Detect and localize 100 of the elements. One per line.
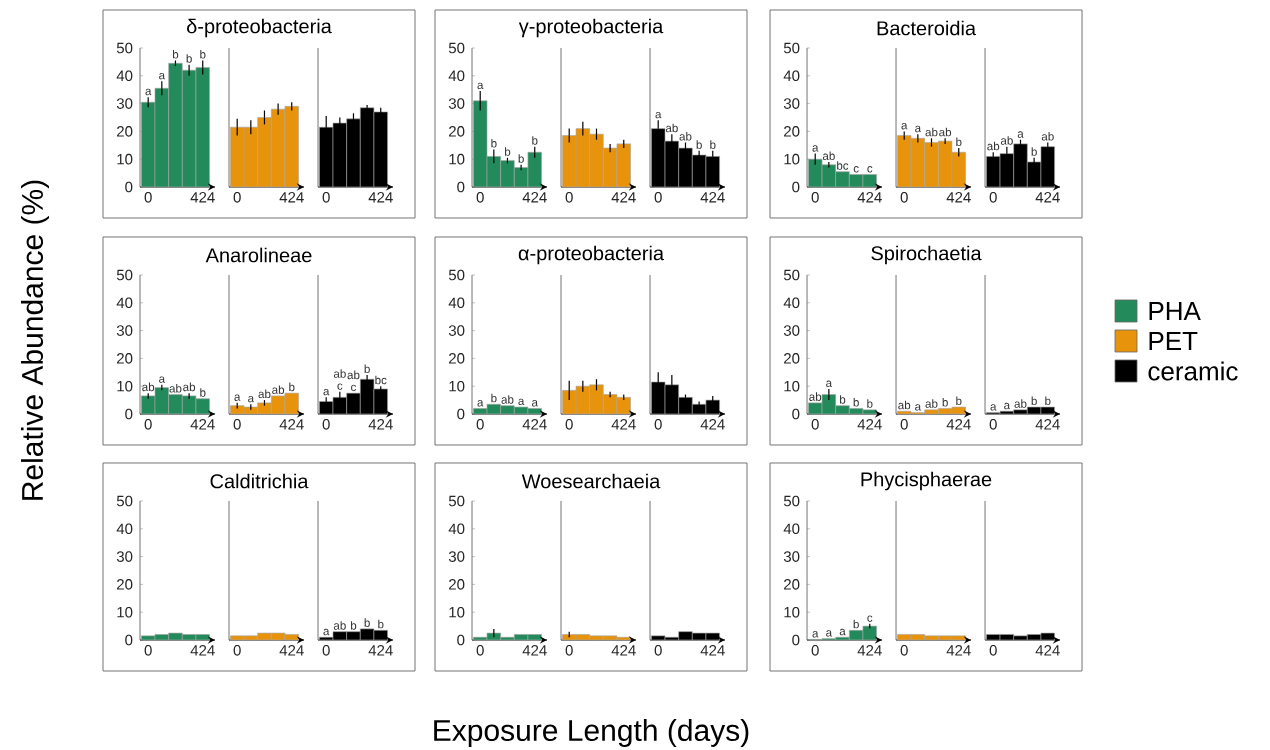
y-tick-label: 10 [449,606,465,618]
x-tick-label: 0 [989,192,997,203]
y-tick-label: 40 [783,70,800,82]
y-tick-label: 20 [449,126,465,137]
y-tick-label: 40 [448,70,465,82]
data-label: b [518,154,524,163]
y-tick-label: 0 [125,634,133,646]
x-tick-label: 424 [522,645,547,656]
y-tick-label: 10 [117,606,133,618]
data-label: a [839,628,846,636]
legend-label: PET [1149,332,1198,350]
chart-title: Phycisphaerae [861,471,992,491]
x-tick-label: 0 [144,192,152,203]
data-label: c [867,615,873,622]
chart-title: γ-proteobacteria [518,18,664,38]
y-tick-label: 40 [783,297,800,309]
y-tick-label: 40 [448,297,465,309]
data-label: b [505,147,511,156]
chart-title: Spirochaetia [871,245,982,265]
data-label: ab [258,389,271,399]
x-tick-label: 0 [654,645,662,656]
data-label: a [812,631,819,638]
y-tick-label: 30 [116,98,133,109]
y-tick-label: 10 [117,380,133,392]
y-tick-label: 40 [783,523,800,535]
data-label: b [853,397,859,407]
data-label: b [200,388,206,397]
x-tick-label: 0 [476,645,484,656]
data-label: a [915,125,922,133]
y-tick-label: 30 [448,551,465,562]
data-label: ab [822,151,835,160]
data-label: ab [1000,136,1013,145]
data-label: b [491,138,497,148]
x-tick-label: 424 [700,192,725,203]
data-label: b [172,49,179,59]
data-label: a [1017,131,1024,138]
data-label: a [323,388,330,396]
x-tick-label: 424 [611,192,636,203]
data-label: b [867,399,873,408]
data-label: b [853,619,859,629]
y-tick-label: 50 [783,42,800,54]
x-tick-label: 0 [565,419,573,430]
y-tick-label: 10 [784,153,800,165]
y-tick-label: 40 [448,523,465,535]
legend-label: ceramic [1148,361,1238,381]
y-tick-label: 30 [116,325,133,336]
chart-title: Woesearchaeia [521,473,661,489]
y-tick-label: 30 [116,551,133,562]
data-label: b [200,49,206,59]
data-label: b [289,382,295,392]
y-tick-label: 0 [457,181,465,193]
x-tick-label: 0 [322,192,330,203]
x-tick-label: 0 [565,645,573,656]
x-tick-label: 0 [233,645,241,656]
data-label: a [477,82,484,90]
data-label: ab [939,127,952,137]
y-tick-label: 20 [784,579,800,590]
data-label: ab [898,400,911,410]
y-tick-label: 30 [448,325,465,336]
x-tick-label: 0 [144,645,152,656]
x-tick-label: 424 [700,645,725,656]
x-tick-label: 424 [611,419,636,430]
x-tick-label: 424 [857,645,882,656]
x-tick-label: 424 [190,419,215,430]
x-tick-label: 0 [565,192,573,203]
data-label: ab [501,395,514,404]
y-tick-label: 20 [117,579,133,590]
x-tick-label: 424 [279,419,304,430]
y-tick-label: 20 [449,579,465,590]
x-tick-label: 424 [946,645,971,656]
x-tick-label: 424 [1035,645,1060,656]
data-label: a [234,394,241,401]
chart-title: Bacteroidia [877,20,977,36]
y-tick-label: 0 [792,634,800,646]
data-label: bc [837,161,849,170]
x-tick-label: 424 [368,192,393,203]
y-tick-label: 40 [116,523,133,535]
data-label: b [350,621,357,630]
x-tick-label: 0 [811,645,819,656]
data-label: a [901,123,908,130]
x-tick-label: 0 [989,645,997,656]
x-tick-label: 0 [900,192,908,203]
data-label: a [826,630,833,637]
x-tick-label: 424 [522,192,547,203]
data-label: a [915,404,922,411]
data-label: b [1031,147,1037,156]
x-tick-label: 424 [368,645,393,656]
x-tick-label: 424 [522,419,547,430]
x-tick-label: 424 [611,645,636,656]
x-tick-label: 424 [279,645,304,656]
x-tick-label: 0 [476,192,484,203]
data-label: b [364,364,370,374]
data-label: ab [169,384,182,393]
x-tick-label: 0 [900,419,908,430]
chart-title: Calditrichia [210,473,309,489]
data-label: b [840,395,846,404]
data-label: a [248,395,255,403]
y-tick-label: 50 [116,42,133,54]
data-label: a [1004,402,1011,410]
data-label: b [696,140,702,149]
